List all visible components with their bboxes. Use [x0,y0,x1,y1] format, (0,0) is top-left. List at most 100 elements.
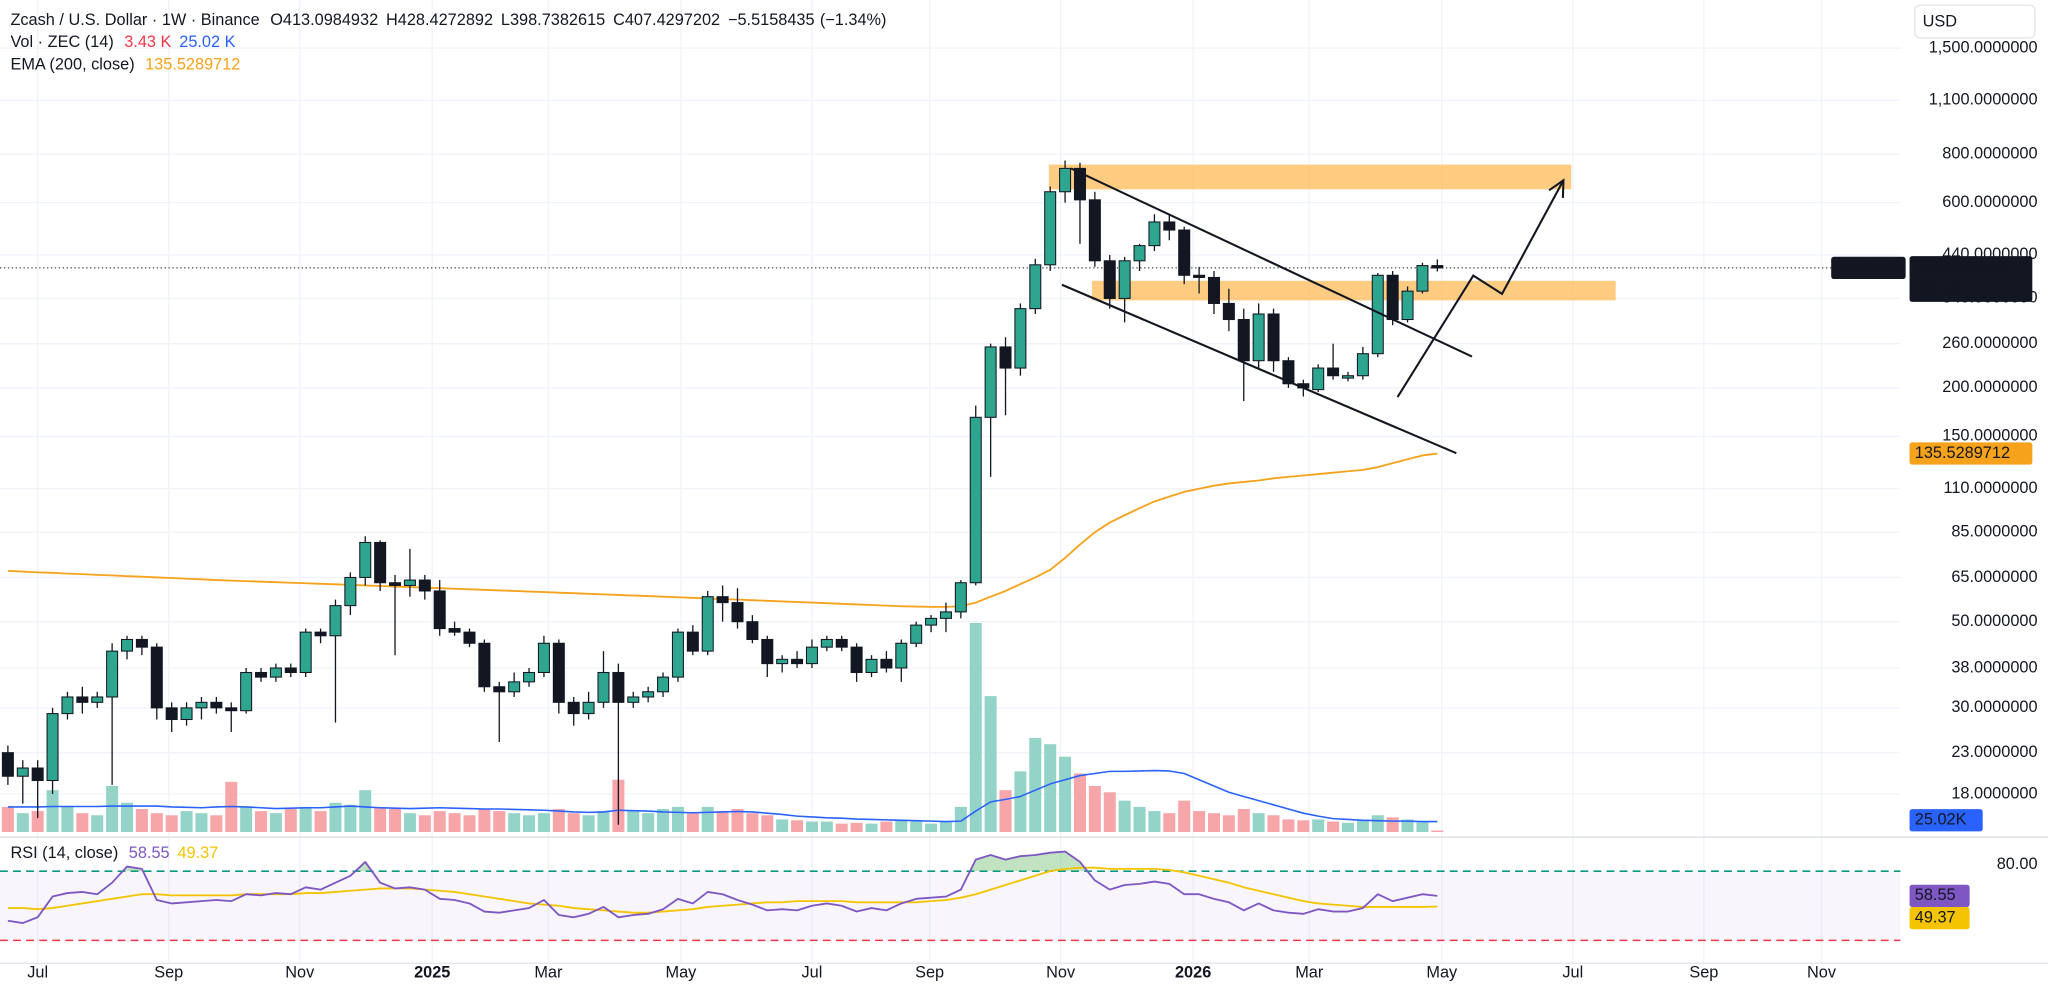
rsi-pane: 80.00 [0,850,2038,942]
price-tag-bg [1909,256,2033,302]
rsi-ma-tag-bg [1909,906,1970,930]
candle-body [969,416,982,584]
candle-body [1416,265,1429,292]
volume-bar [463,815,476,832]
candle-body [1252,313,1265,362]
candle-body [1029,264,1042,310]
volume-bar [567,813,580,832]
volume-current: 3.43 K [124,33,171,51]
x-tick-label: Sep [1689,963,1718,981]
rsi-tag-bg [1909,884,1970,907]
rsi-ma-tag: 49.37 [1915,908,1956,926]
volume-layer [1,622,1444,832]
volume-bar [1341,822,1354,832]
x-tick-label: May [666,963,698,981]
volume-bar [255,811,268,832]
rsi-tag: 58.55 [1915,886,1956,904]
rsi-ma-current: 49.37 [177,845,218,863]
candle-body [746,621,759,641]
candle-body [1327,367,1340,377]
volume-bar [939,821,952,832]
y-tick-label: 1,500.0000000 [1929,38,2038,56]
y-tick-label: 50.0000000 [1951,612,2037,630]
candle-body [1148,221,1161,247]
candle-body [374,541,387,584]
volume-bar [403,813,416,832]
volume-bar [1178,800,1191,832]
currency-label[interactable]: USD [1923,13,1957,31]
volume-bar [1148,811,1161,832]
candle-body [537,642,550,674]
candle-body [1401,290,1414,321]
volume-bar [1207,813,1220,832]
candle-body [939,611,952,619]
change-percent: (−1.34%) [820,11,887,29]
drawing-zones [1048,164,1616,301]
volume-bar [1029,737,1042,832]
volume-bar [1267,815,1280,832]
candle-body [106,650,119,698]
candle-body [1088,199,1101,262]
candle-body [627,696,640,703]
candle-body [46,713,59,782]
candle-body [776,658,789,665]
ema-name: EMA (200, close) [10,56,134,74]
volume-bar [642,813,655,832]
legend-volume: Vol · ZEC (14) 3.43 K 25.02 K [10,33,235,51]
candle-body [954,582,967,613]
volume-bar [150,813,163,832]
x-tick-label: Mar [534,963,563,981]
trend-line-upper [1070,167,1473,358]
volume-bar [671,806,684,832]
candle-body [850,646,863,674]
candle-body [1341,375,1354,379]
candle-body [791,658,804,665]
candle-body [1356,353,1369,377]
currency-button[interactable] [1914,4,2036,39]
arrow-head [1548,178,1565,198]
volume-bar [895,819,908,832]
rsi-current: 58.55 [129,845,170,863]
candle-body [1282,360,1295,385]
volume-bar [61,806,74,832]
volume-bar [508,813,521,832]
candle-body [523,671,536,683]
volume-bar [552,809,565,832]
volume-bar [865,823,878,832]
y-tick-label: 600.0000000 [1942,193,2037,211]
candle-body [359,541,372,578]
volume-bar [433,811,446,832]
y-tick-label: 200.0000000 [1942,378,2037,396]
candle-body [418,579,431,592]
volume-bar [1371,815,1384,832]
volume-bar [1059,756,1072,832]
symbol-title: Zcash / U.S. Dollar · 1W · Binance [10,11,259,29]
candle-body [508,681,521,693]
candle-body [1431,265,1444,269]
candle-body [1193,274,1206,278]
volume-bar [1014,771,1027,832]
volume-bar [1133,806,1146,832]
volume-bar [1,806,14,832]
ohlc-letter: C [613,11,625,29]
ema-current: 135.5289712 [145,56,240,74]
candle-body [165,707,178,721]
volume-bar [1401,819,1414,832]
candle-body [597,671,610,703]
volume-bar [716,811,729,832]
candle-body [478,642,491,688]
volume-bar [999,790,1012,832]
candle-body [329,605,342,637]
volume-bar [1044,744,1057,832]
volume-bar [135,809,148,832]
volume-bar [954,806,967,832]
candle-body [1163,221,1176,231]
volume-bar [1327,821,1340,832]
resistance-zone [1048,164,1572,190]
candle-body [16,767,29,777]
candle-body [344,576,357,607]
candle-body [820,638,833,648]
volume-bar [776,819,789,832]
